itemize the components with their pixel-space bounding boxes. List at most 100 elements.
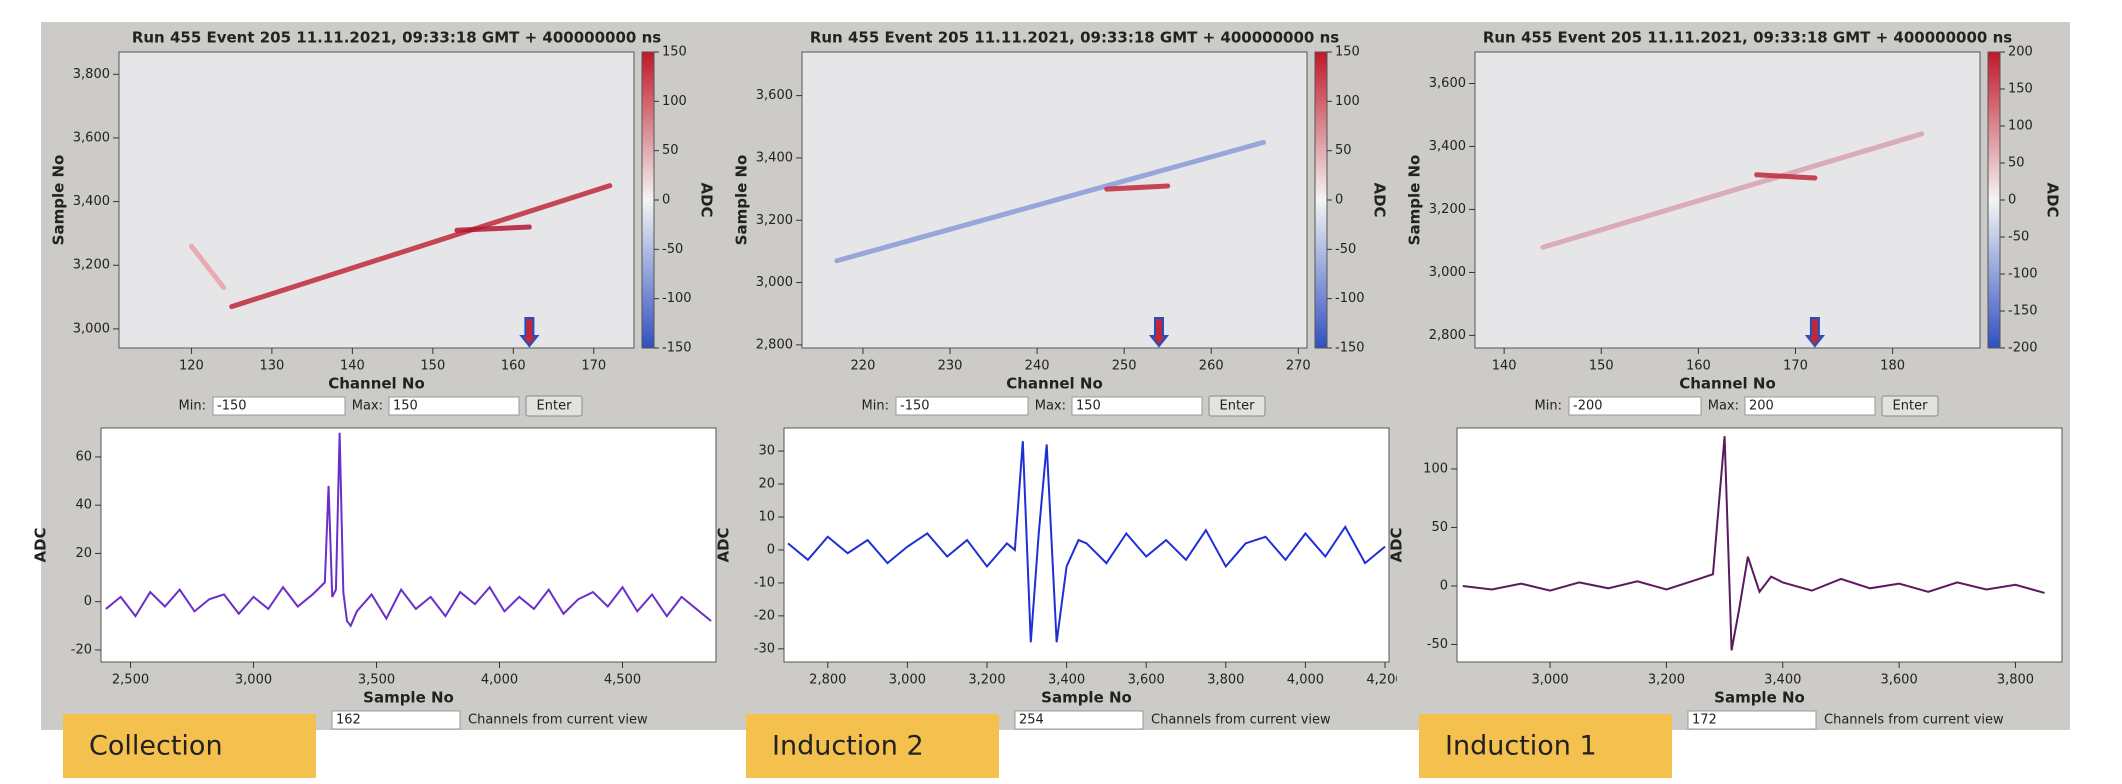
- colorbar-tick-label: 100: [2008, 119, 2033, 134]
- y-tick-label: 60: [75, 449, 92, 464]
- colorbar-tick-label: -50: [1335, 242, 1356, 257]
- channel-marker: [1804, 317, 1825, 348]
- waveform: [787, 441, 1386, 643]
- max-value: 150: [393, 399, 418, 414]
- y-tick-label: 3,600: [756, 88, 793, 103]
- plot-area: [783, 427, 1390, 663]
- enter-button[interactable]: [1208, 395, 1266, 417]
- y-tick-label: 10: [758, 509, 775, 524]
- max-input[interactable]: [1744, 396, 1876, 416]
- y-tick-label: -30: [754, 641, 775, 656]
- max-label: Max:: [1035, 399, 1066, 414]
- y-tick-label: 0: [84, 594, 92, 609]
- y-tick-label: 3,600: [1429, 76, 1466, 91]
- colorbar-tick-label: 150: [1335, 45, 1360, 60]
- colorbar-tick-label: -50: [662, 242, 683, 257]
- colorbar-tick-label: -100: [2008, 267, 2038, 282]
- colorbar-tick-label: 0: [662, 193, 670, 208]
- y-tick-label: 30: [758, 444, 775, 459]
- colorbar-tick-label: -150: [662, 341, 692, 356]
- x-tick-label: 3,000: [889, 673, 926, 688]
- y-tick-label: -20: [71, 642, 92, 657]
- chart-title: Run 455 Event 205 11.11.2021, 09:33:18 G…: [810, 29, 1339, 47]
- plane-label: Collection: [89, 731, 223, 762]
- y-tick-label: 20: [75, 546, 92, 561]
- colorbar-tick-label: 50: [2008, 156, 2025, 171]
- min-input[interactable]: [1568, 396, 1702, 416]
- y-axis-label: Sample No: [733, 155, 751, 246]
- max-input[interactable]: [388, 396, 520, 416]
- x-tick-label: 3,000: [235, 673, 272, 688]
- colorbar: [1314, 51, 1328, 349]
- x-tick-label: 3,600: [1881, 673, 1918, 688]
- max-label: Max:: [1708, 399, 1739, 414]
- channel-note: Channels from current view: [468, 713, 648, 728]
- x-tick-label: 260: [1199, 359, 1224, 374]
- colorbar-tick-label: 0: [2008, 193, 2016, 208]
- plot-area: [118, 51, 635, 349]
- x-tick-label: 230: [938, 359, 963, 374]
- channel-input[interactable]: [1014, 710, 1144, 730]
- colorbar-tick-label: -100: [662, 291, 692, 306]
- max-input[interactable]: [1071, 396, 1203, 416]
- x-tick-label: 3,200: [968, 673, 1005, 688]
- plane-label: Induction 1: [1445, 731, 1597, 762]
- colorbar-label: ADC: [698, 182, 716, 217]
- y-tick-label: 3,000: [73, 321, 110, 336]
- channel-value: 254: [1019, 713, 1044, 728]
- enter-button[interactable]: [525, 395, 583, 417]
- enter-button[interactable]: [1881, 395, 1939, 417]
- y-tick-label: 3,200: [73, 258, 110, 273]
- min-input[interactable]: [212, 396, 346, 416]
- x-tick-label: 2,800: [809, 673, 846, 688]
- y-tick-label: 0: [1440, 578, 1448, 593]
- waveform: [105, 432, 712, 628]
- x-tick-label: 3,800: [1997, 673, 2034, 688]
- track: [454, 224, 532, 233]
- enter-button-label[interactable]: Enter: [1220, 399, 1256, 414]
- plane-label-box: [1419, 714, 1672, 778]
- colorbar-tick-label: 0: [1335, 193, 1343, 208]
- min-label: Min:: [862, 399, 889, 414]
- y-tick-label: 3,400: [756, 150, 793, 165]
- channel-marker: [519, 317, 540, 348]
- colorbar-tick-label: -100: [1335, 291, 1365, 306]
- y-tick-label: 3,200: [756, 213, 793, 228]
- colorbar-tick-label: 100: [1335, 94, 1360, 109]
- y-tick-label: 3,200: [1429, 202, 1466, 217]
- channel-input[interactable]: [331, 710, 461, 730]
- x-tick-label: 3,400: [1764, 673, 1801, 688]
- channel-note: Channels from current view: [1151, 713, 1331, 728]
- y-axis-label: ADC: [1388, 527, 1406, 562]
- colorbar-label: ADC: [1371, 182, 1389, 217]
- min-input[interactable]: [895, 396, 1029, 416]
- y-tick-label: 3,400: [1429, 139, 1466, 154]
- channel-value: 162: [336, 713, 361, 728]
- y-tick-label: 3,800: [73, 67, 110, 82]
- y-tick-label: 3,000: [756, 275, 793, 290]
- channel-value: 172: [1692, 713, 1717, 728]
- plane-label-box: [63, 714, 316, 778]
- colorbar-tick-label: 150: [2008, 82, 2033, 97]
- colorbar: [1987, 51, 2001, 349]
- colorbar-tick-label: 50: [1335, 143, 1352, 158]
- enter-button-label[interactable]: Enter: [537, 399, 573, 414]
- x-axis-label: Sample No: [363, 689, 454, 707]
- x-tick-label: 4,500: [604, 673, 641, 688]
- x-tick-label: 240: [1025, 359, 1050, 374]
- x-axis-label: Channel No: [1006, 375, 1103, 393]
- x-tick-label: 4,000: [1287, 673, 1324, 688]
- colorbar-tick-label: -150: [2008, 304, 2038, 319]
- y-tick-label: 2,800: [1429, 328, 1466, 343]
- y-tick-label: 3,400: [73, 194, 110, 209]
- x-tick-label: 3,500: [358, 673, 395, 688]
- x-tick-label: 140: [340, 359, 365, 374]
- max-value: 150: [1076, 399, 1101, 414]
- x-tick-label: 250: [1112, 359, 1137, 374]
- channel-input[interactable]: [1687, 710, 1817, 730]
- enter-button-label[interactable]: Enter: [1893, 399, 1929, 414]
- x-tick-label: 130: [259, 359, 284, 374]
- x-tick-label: 140: [1492, 359, 1517, 374]
- channel-marker: [1148, 317, 1170, 348]
